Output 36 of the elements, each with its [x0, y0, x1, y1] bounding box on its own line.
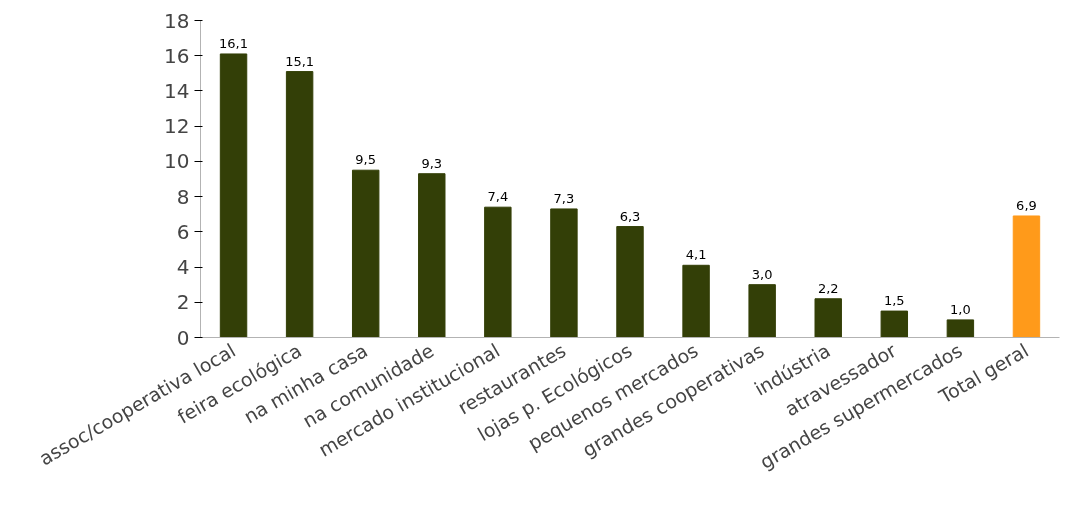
data-label: 9,5 [355, 152, 377, 168]
y-tick-label: 16 [164, 43, 190, 68]
y-tick-label: 6 [176, 219, 190, 244]
bar [682, 264, 710, 338]
y-tick-label: 18 [164, 8, 190, 33]
bar [285, 71, 314, 338]
bar [880, 310, 909, 338]
y-tick-label: 8 [176, 184, 190, 209]
y-tick-label: 14 [164, 78, 190, 103]
data-label: 3,0 [751, 266, 773, 282]
y-tick-label: 0 [176, 325, 190, 350]
data-label: 6,3 [619, 208, 641, 224]
data-label: 9,3 [421, 155, 443, 171]
bar [748, 284, 776, 338]
bar [351, 169, 380, 338]
bar [946, 319, 975, 338]
bar [484, 206, 512, 338]
data-label: 2,2 [817, 280, 839, 296]
data-label: 15,1 [285, 53, 315, 69]
data-label: 1,0 [950, 301, 971, 317]
data-label: 16,1 [219, 35, 249, 51]
bar [814, 298, 842, 338]
data-label: 4,1 [685, 247, 707, 263]
bar [418, 173, 446, 338]
data-label: 6,9 [1016, 197, 1037, 213]
bar [1012, 215, 1041, 338]
data-label: 1,5 [883, 293, 905, 309]
y-tick-label: 10 [164, 149, 190, 174]
data-label: 7,4 [487, 189, 509, 205]
bar [616, 226, 644, 338]
y-tick-label: 12 [164, 114, 190, 139]
y-tick-label: 2 [176, 290, 190, 315]
data-label: 7,3 [553, 190, 575, 206]
bar [219, 53, 248, 338]
y-tick-label: 4 [176, 255, 190, 280]
bar [550, 208, 578, 338]
